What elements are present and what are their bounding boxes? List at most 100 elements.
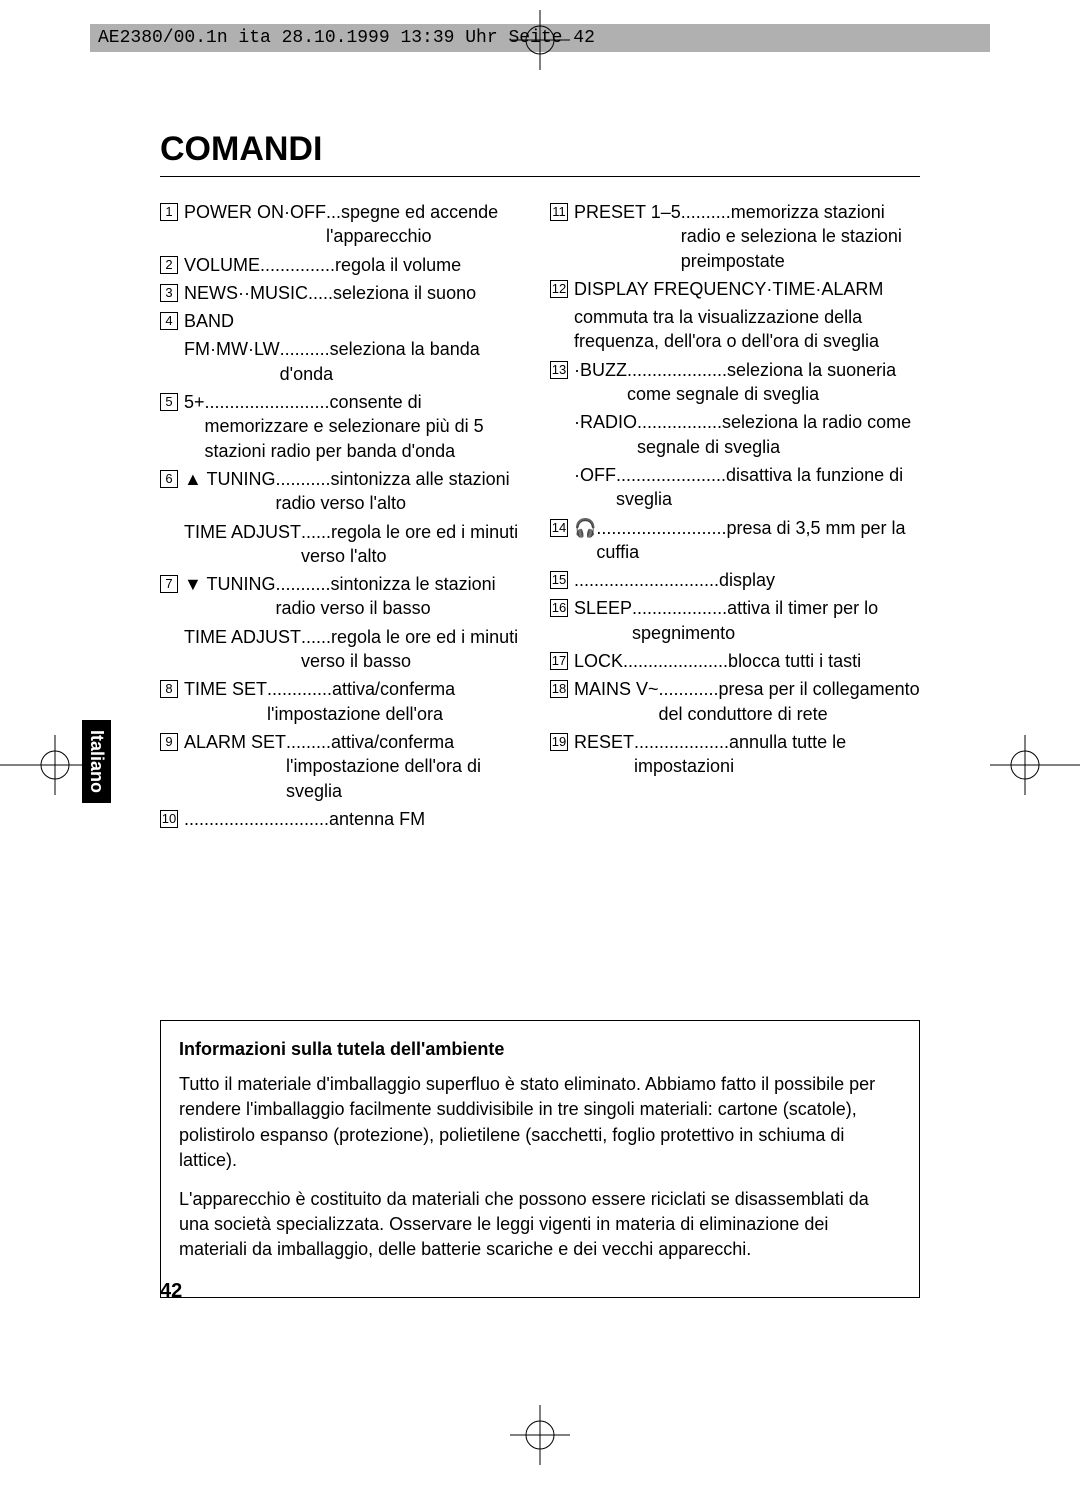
- control-item: 19 RESET...................annulla tutte …: [550, 730, 920, 779]
- control-item: 5 5+.........................consente di …: [160, 390, 530, 463]
- item-description: ......regola le ore ed i minuti verso l'…: [301, 520, 530, 569]
- control-item: 12 DISPLAY FREQUENCY·TIME·ALARM: [550, 277, 920, 301]
- language-tab: Italiano: [82, 720, 111, 803]
- item-label: VOLUME: [184, 253, 260, 277]
- item-description: ...spegne ed accende l'apparecchio: [326, 200, 530, 249]
- item-description: ...................annulla tutte le impo…: [634, 730, 920, 779]
- item-label: ·BUZZ: [574, 358, 627, 382]
- item-number-box: 19: [550, 733, 568, 751]
- page-number: 42: [160, 1280, 182, 1303]
- item-description: ..........memorizza stazioni radio e sel…: [681, 200, 920, 273]
- info-heading: Informazioni sulla tutela dell'ambiente: [179, 1037, 901, 1062]
- item-number-box: 17: [550, 652, 568, 670]
- item-description: ...........sintonizza le stazioni radio …: [276, 572, 531, 621]
- control-item: 16 SLEEP ...................attiva il tim…: [550, 596, 920, 645]
- item-label: FM·MW·LW: [184, 337, 280, 361]
- crop-mark-right: [990, 735, 1080, 795]
- item-description: ......................disattiva la funzi…: [616, 463, 920, 512]
- environment-info-box: Informazioni sulla tutela dell'ambiente …: [160, 1020, 920, 1298]
- item-label: ·RADIO: [574, 410, 637, 434]
- item-number-box: 12: [550, 280, 568, 298]
- item-number-box: 3: [160, 284, 178, 302]
- item-description: ..........seleziona la banda d'onda: [280, 337, 530, 386]
- item-description: .....seleziona il suono: [308, 281, 530, 305]
- item-description: .............................display: [574, 568, 920, 592]
- item-number-box: 5: [160, 393, 178, 411]
- item-label: TIME ADJUST: [184, 625, 301, 649]
- control-item: 18 MAINS V~............presa per il colle…: [550, 677, 920, 726]
- info-paragraph-1: Tutto il materiale d'imballaggio superfl…: [179, 1072, 901, 1173]
- content-columns: 1 POWER ON·OFF ...spegne ed accende l'app…: [160, 200, 920, 835]
- item-description: .................seleziona la radio come…: [637, 410, 920, 459]
- item-label: 🎧: [574, 516, 596, 540]
- item-description: ....................seleziona la suoneri…: [627, 358, 920, 407]
- control-item: ·RADIO.................seleziona la radi…: [574, 410, 920, 459]
- control-item: 3 NEWS··MUSIC.....seleziona il suono: [160, 281, 530, 305]
- item-label: SLEEP: [574, 596, 632, 620]
- item-description: .............attiva/conferma l'impostazi…: [267, 677, 530, 726]
- item-label: PRESET 1–5: [574, 200, 681, 224]
- item-label: DISPLAY FREQUENCY·TIME·ALARM: [574, 277, 883, 301]
- control-item: TIME ADJUST......regola le ore ed i minu…: [184, 520, 530, 569]
- item-description: commuta tra la visualizzazione della fre…: [574, 305, 920, 354]
- item-number-box: 11: [550, 203, 568, 221]
- control-item: 9 ALARM SET.........attiva/conferma l'imp…: [160, 730, 530, 803]
- item-number-box: 13: [550, 361, 568, 379]
- item-label: LOCK: [574, 649, 623, 673]
- item-number-box: 7: [160, 575, 178, 593]
- item-label: ▲ TUNING: [184, 467, 276, 491]
- control-item: ·OFF ......................disattiva la …: [574, 463, 920, 512]
- info-paragraph-2: L'apparecchio è costituito da materiali …: [179, 1187, 901, 1263]
- item-number-box: 8: [160, 680, 178, 698]
- item-label: ▼ TUNING: [184, 572, 276, 596]
- item-label: POWER ON·OFF: [184, 200, 326, 224]
- item-description: ...........sintonizza alle stazioni radi…: [276, 467, 531, 516]
- item-description: .........................consente di mem…: [205, 390, 530, 463]
- crop-mark-left: [0, 735, 90, 795]
- item-number-box: 16: [550, 599, 568, 617]
- item-number-box: 9: [160, 733, 178, 751]
- control-item: TIME ADJUST......regola le ore ed i minu…: [184, 625, 530, 674]
- control-item: 17 LOCK.....................blocca tutti …: [550, 649, 920, 673]
- item-description: ......regola le ore ed i minuti verso il…: [301, 625, 530, 674]
- title-rule: [160, 176, 920, 177]
- item-description: ............presa per il collegamento de…: [659, 677, 920, 726]
- item-label: TIME SET: [184, 677, 267, 701]
- item-label: ·OFF: [574, 463, 616, 487]
- control-item: 2 VOLUME...............regola il volume: [160, 253, 530, 277]
- control-item: 14 🎧 ..........................presa di 3…: [550, 516, 920, 565]
- control-item: 7 ▼ TUNING ...........sintonizza le stazi…: [160, 572, 530, 621]
- item-description: .........attiva/conferma l'impostazione …: [286, 730, 530, 803]
- item-label: TIME ADJUST: [184, 520, 301, 544]
- control-item: 13 ·BUZZ....................seleziona la …: [550, 358, 920, 407]
- control-item: 15 .............................display: [550, 568, 920, 592]
- item-description: ...................attiva il timer per l…: [632, 596, 920, 645]
- item-number-box: 18: [550, 680, 568, 698]
- item-label: 5+: [184, 390, 205, 414]
- item-number-box: 2: [160, 256, 178, 274]
- page-title: COMANDI: [160, 130, 322, 169]
- item-label: NEWS··MUSIC: [184, 281, 308, 305]
- item-number-box: 4: [160, 312, 178, 330]
- item-description: ..........................presa di 3,5 m…: [596, 516, 920, 565]
- control-item: 1 POWER ON·OFF ...spegne ed accende l'app…: [160, 200, 530, 249]
- control-item: 11 PRESET 1–5..........memorizza stazioni…: [550, 200, 920, 273]
- item-label: ALARM SET: [184, 730, 286, 754]
- control-item: commuta tra la visualizzazione della fre…: [574, 305, 920, 354]
- item-label: BAND: [184, 309, 234, 333]
- control-item: FM·MW·LW..........seleziona la banda d'o…: [184, 337, 530, 386]
- item-description: ...............regola il volume: [260, 253, 530, 277]
- control-item: 4 BAND: [160, 309, 530, 333]
- control-item: 8 TIME SET.............attiva/conferma l'…: [160, 677, 530, 726]
- item-description: .....................blocca tutti i tast…: [623, 649, 920, 673]
- item-number-box: 10: [160, 810, 178, 828]
- item-number-box: 6: [160, 470, 178, 488]
- item-number-box: 15: [550, 571, 568, 589]
- crop-mark-bottom: [510, 1405, 570, 1465]
- item-label: MAINS V~: [574, 677, 659, 701]
- item-number-box: 14: [550, 519, 568, 537]
- item-description: .............................antenna FM: [184, 807, 530, 831]
- item-label: RESET: [574, 730, 634, 754]
- crop-mark-top: [510, 10, 570, 70]
- item-number-box: 1: [160, 203, 178, 221]
